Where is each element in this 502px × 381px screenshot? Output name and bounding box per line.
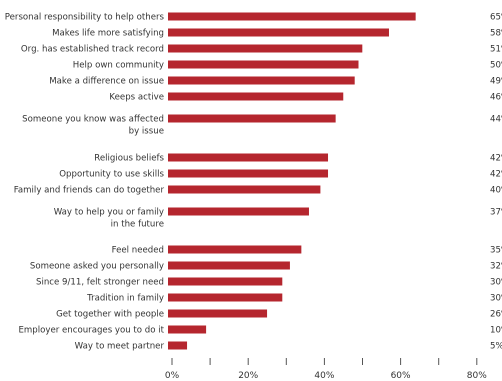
category-label-8: Opportunity to use skills	[59, 170, 164, 180]
category-label-16: Employer encourages you to do it	[18, 326, 164, 336]
category-label-1: Makes life more satisfying	[52, 29, 164, 39]
tick-label-0: 0%	[165, 371, 180, 381]
bar-17	[168, 341, 188, 350]
bar-15	[168, 309, 268, 318]
tick-label-3: 60%	[391, 371, 411, 381]
bar-5	[168, 92, 344, 101]
category-label-11: Feel needed	[112, 246, 164, 256]
category-label-3: Help own community	[73, 61, 164, 71]
category-label-10: Way to help you or family in the future	[54, 208, 164, 230]
bars-group	[168, 12, 416, 350]
bar-8	[168, 169, 329, 178]
bar-2	[168, 44, 363, 53]
category-label-12: Someone asked you personally	[30, 262, 164, 272]
bar-11	[168, 245, 302, 254]
value-label-16: 10%	[490, 326, 502, 336]
category-label-5: Keeps active	[109, 93, 164, 103]
category-label-2: Org. has established track record	[21, 45, 164, 55]
category-label-13: Since 9/11, felt stronger need	[36, 278, 164, 288]
value-label-5: 46%	[490, 93, 502, 103]
category-label-9: Family and friends can do together	[14, 186, 165, 196]
bar-10	[168, 207, 309, 216]
value-label-2: 51%	[490, 45, 502, 55]
category-label-4: Make a difference on issue	[49, 77, 164, 87]
bar-14	[168, 293, 283, 302]
value-label-10: 37%	[490, 208, 502, 218]
value-label-13: 30%	[490, 278, 502, 288]
value-label-8: 42%	[490, 170, 502, 180]
value-label-1: 58%	[490, 29, 502, 39]
category-labels: Personal responsibility to help others Ma…	[5, 13, 165, 352]
bar-7	[168, 153, 329, 162]
value-label-11: 35%	[490, 246, 502, 256]
category-label-14: Tradition in family	[86, 294, 164, 304]
bar-0	[168, 12, 416, 21]
bar-16	[168, 325, 207, 334]
value-label-12: 32%	[490, 262, 502, 272]
value-labels: 65% 58% 51% 50% 49% 46% 44% 42% 42% 40% 37% 35% 32% 3…	[490, 13, 502, 352]
x-axis: 0% 20% 40% 60% 80%	[165, 358, 487, 381]
value-label-9: 40%	[490, 186, 502, 196]
value-label-4: 49%	[490, 77, 502, 87]
bar-9	[168, 185, 321, 194]
bar-3	[168, 60, 359, 69]
bar-4	[168, 76, 355, 85]
value-label-7: 42%	[490, 154, 502, 164]
tick-label-2: 40%	[314, 371, 334, 381]
category-label-0: Personal responsibility to help others	[5, 13, 165, 23]
value-label-17: 5%	[490, 342, 502, 352]
bar-6	[168, 114, 336, 123]
tick-label-4: 80%	[467, 371, 487, 381]
bar-1	[168, 28, 389, 37]
category-label-17: Way to meet partner	[75, 342, 165, 352]
tick-label-1: 20%	[238, 371, 258, 381]
category-label-6: Someone you know was affected by issue	[22, 115, 164, 137]
bar-12	[168, 261, 290, 270]
value-label-15: 26%	[490, 310, 502, 320]
value-label-6: 44%	[490, 115, 502, 125]
value-label-3: 50%	[490, 61, 502, 71]
bar-13	[168, 277, 283, 286]
value-label-0: 65%	[490, 13, 502, 23]
value-label-14: 30%	[490, 294, 502, 304]
category-label-15: Get together with people	[56, 310, 164, 320]
category-label-7: Religious beliefs	[94, 154, 164, 164]
